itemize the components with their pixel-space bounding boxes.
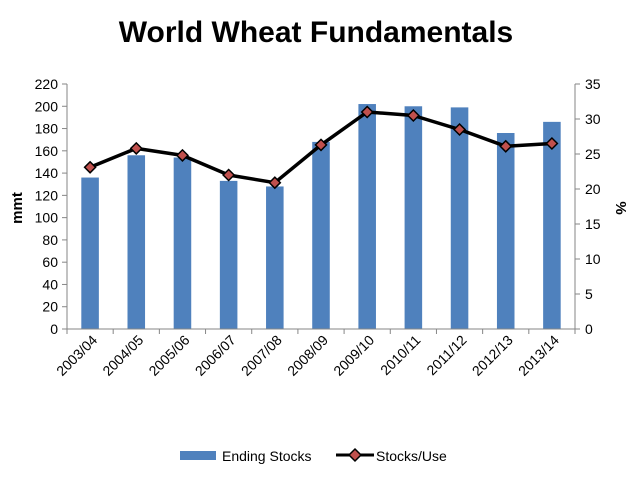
- stocks-use-point-2007-08: [268, 176, 282, 190]
- x-tick-label: 2004/05: [99, 332, 146, 379]
- y-tick-label: 160: [35, 143, 59, 159]
- x-tick-label: 2006/07: [192, 332, 239, 379]
- legend-label-ending-stocks: Ending Stocks: [222, 448, 312, 464]
- x-tick-label: 2012/13: [469, 332, 516, 379]
- y-tick-label: 140: [35, 165, 59, 181]
- bar-2010-11: [404, 106, 423, 329]
- bar-2004-05: [127, 155, 146, 329]
- bar-2007-08: [266, 186, 284, 329]
- y-axis-title: mmt: [9, 192, 26, 224]
- legend-swatch-ending-stocks: [180, 451, 216, 460]
- x-tick-label: 2007/08: [238, 332, 285, 379]
- y-tick-label: 20: [42, 299, 58, 315]
- chart-title: World Wheat Fundamentals: [119, 16, 513, 49]
- bar-2012-13: [496, 133, 515, 329]
- bar-2011-12: [450, 107, 469, 330]
- x-tick-label: 2008/09: [284, 332, 331, 379]
- y2-tick-label: 10: [585, 251, 601, 267]
- x-tick-label: 2005/06: [145, 332, 192, 379]
- bar-2013-14: [543, 121, 561, 329]
- y-tick-label: 60: [42, 254, 58, 270]
- y2-tick-label: 30: [585, 111, 601, 127]
- y-tick-label: 120: [35, 187, 59, 203]
- stocks-use-point-2006-07: [222, 168, 236, 182]
- stocks-use-point-2011-12: [452, 122, 467, 137]
- bar-2006-07: [219, 180, 238, 329]
- y2-tick-label: 5: [585, 286, 593, 302]
- y2-tick-label: 35: [585, 76, 601, 92]
- y2-tick-label: 0: [585, 321, 593, 337]
- stocks-use-point-2004-05: [129, 141, 143, 155]
- y-tick-label: 200: [35, 98, 59, 114]
- stocks-use-point-2008-09: [314, 138, 328, 152]
- legend-marker-stocks-use: [347, 447, 363, 463]
- stocks-use-point-2012-13: [499, 139, 513, 153]
- y-tick-label: 220: [35, 76, 59, 92]
- legend-label-stocks-use: Stocks/Use: [376, 448, 447, 464]
- y-tick-label: 0: [50, 321, 58, 337]
- y2-tick-label: 20: [585, 181, 601, 197]
- y-tick-label: 80: [42, 232, 58, 248]
- bar-2003-04: [81, 177, 99, 329]
- x-tick-label: 2003/04: [53, 332, 100, 379]
- y2-tick-label: 25: [585, 146, 601, 162]
- bar-2005-06: [173, 157, 192, 329]
- x-tick-label: 2010/11: [377, 332, 424, 379]
- y-tick-label: 180: [35, 121, 59, 137]
- stocks-use-point-2005-06: [175, 148, 190, 162]
- bar-2008-09: [312, 141, 330, 329]
- stocks-use-point-2009-10: [360, 105, 374, 119]
- plot-area: 0 20 40 60 80 100 120 140 160 180 200 220 0 5 10 15 20 25…: [35, 76, 601, 379]
- y-tick-label: 40: [42, 276, 58, 292]
- x-tick-label: 2011/12: [423, 332, 470, 379]
- stocks-use-point-2010-11: [406, 108, 420, 123]
- legend: Ending Stocks Stocks/Use: [180, 447, 447, 464]
- stocks-use-point-2003-04: [83, 160, 97, 174]
- y2-axis-title: %: [612, 201, 629, 214]
- stocks-use-point-2013-14: [545, 136, 559, 151]
- y-tick-label: 100: [35, 210, 59, 226]
- x-tick-label: 2009/10: [330, 332, 377, 379]
- y2-tick-label: 15: [585, 216, 601, 232]
- x-tick-label: 2013/14: [515, 332, 562, 379]
- bar-2009-10: [358, 104, 376, 329]
